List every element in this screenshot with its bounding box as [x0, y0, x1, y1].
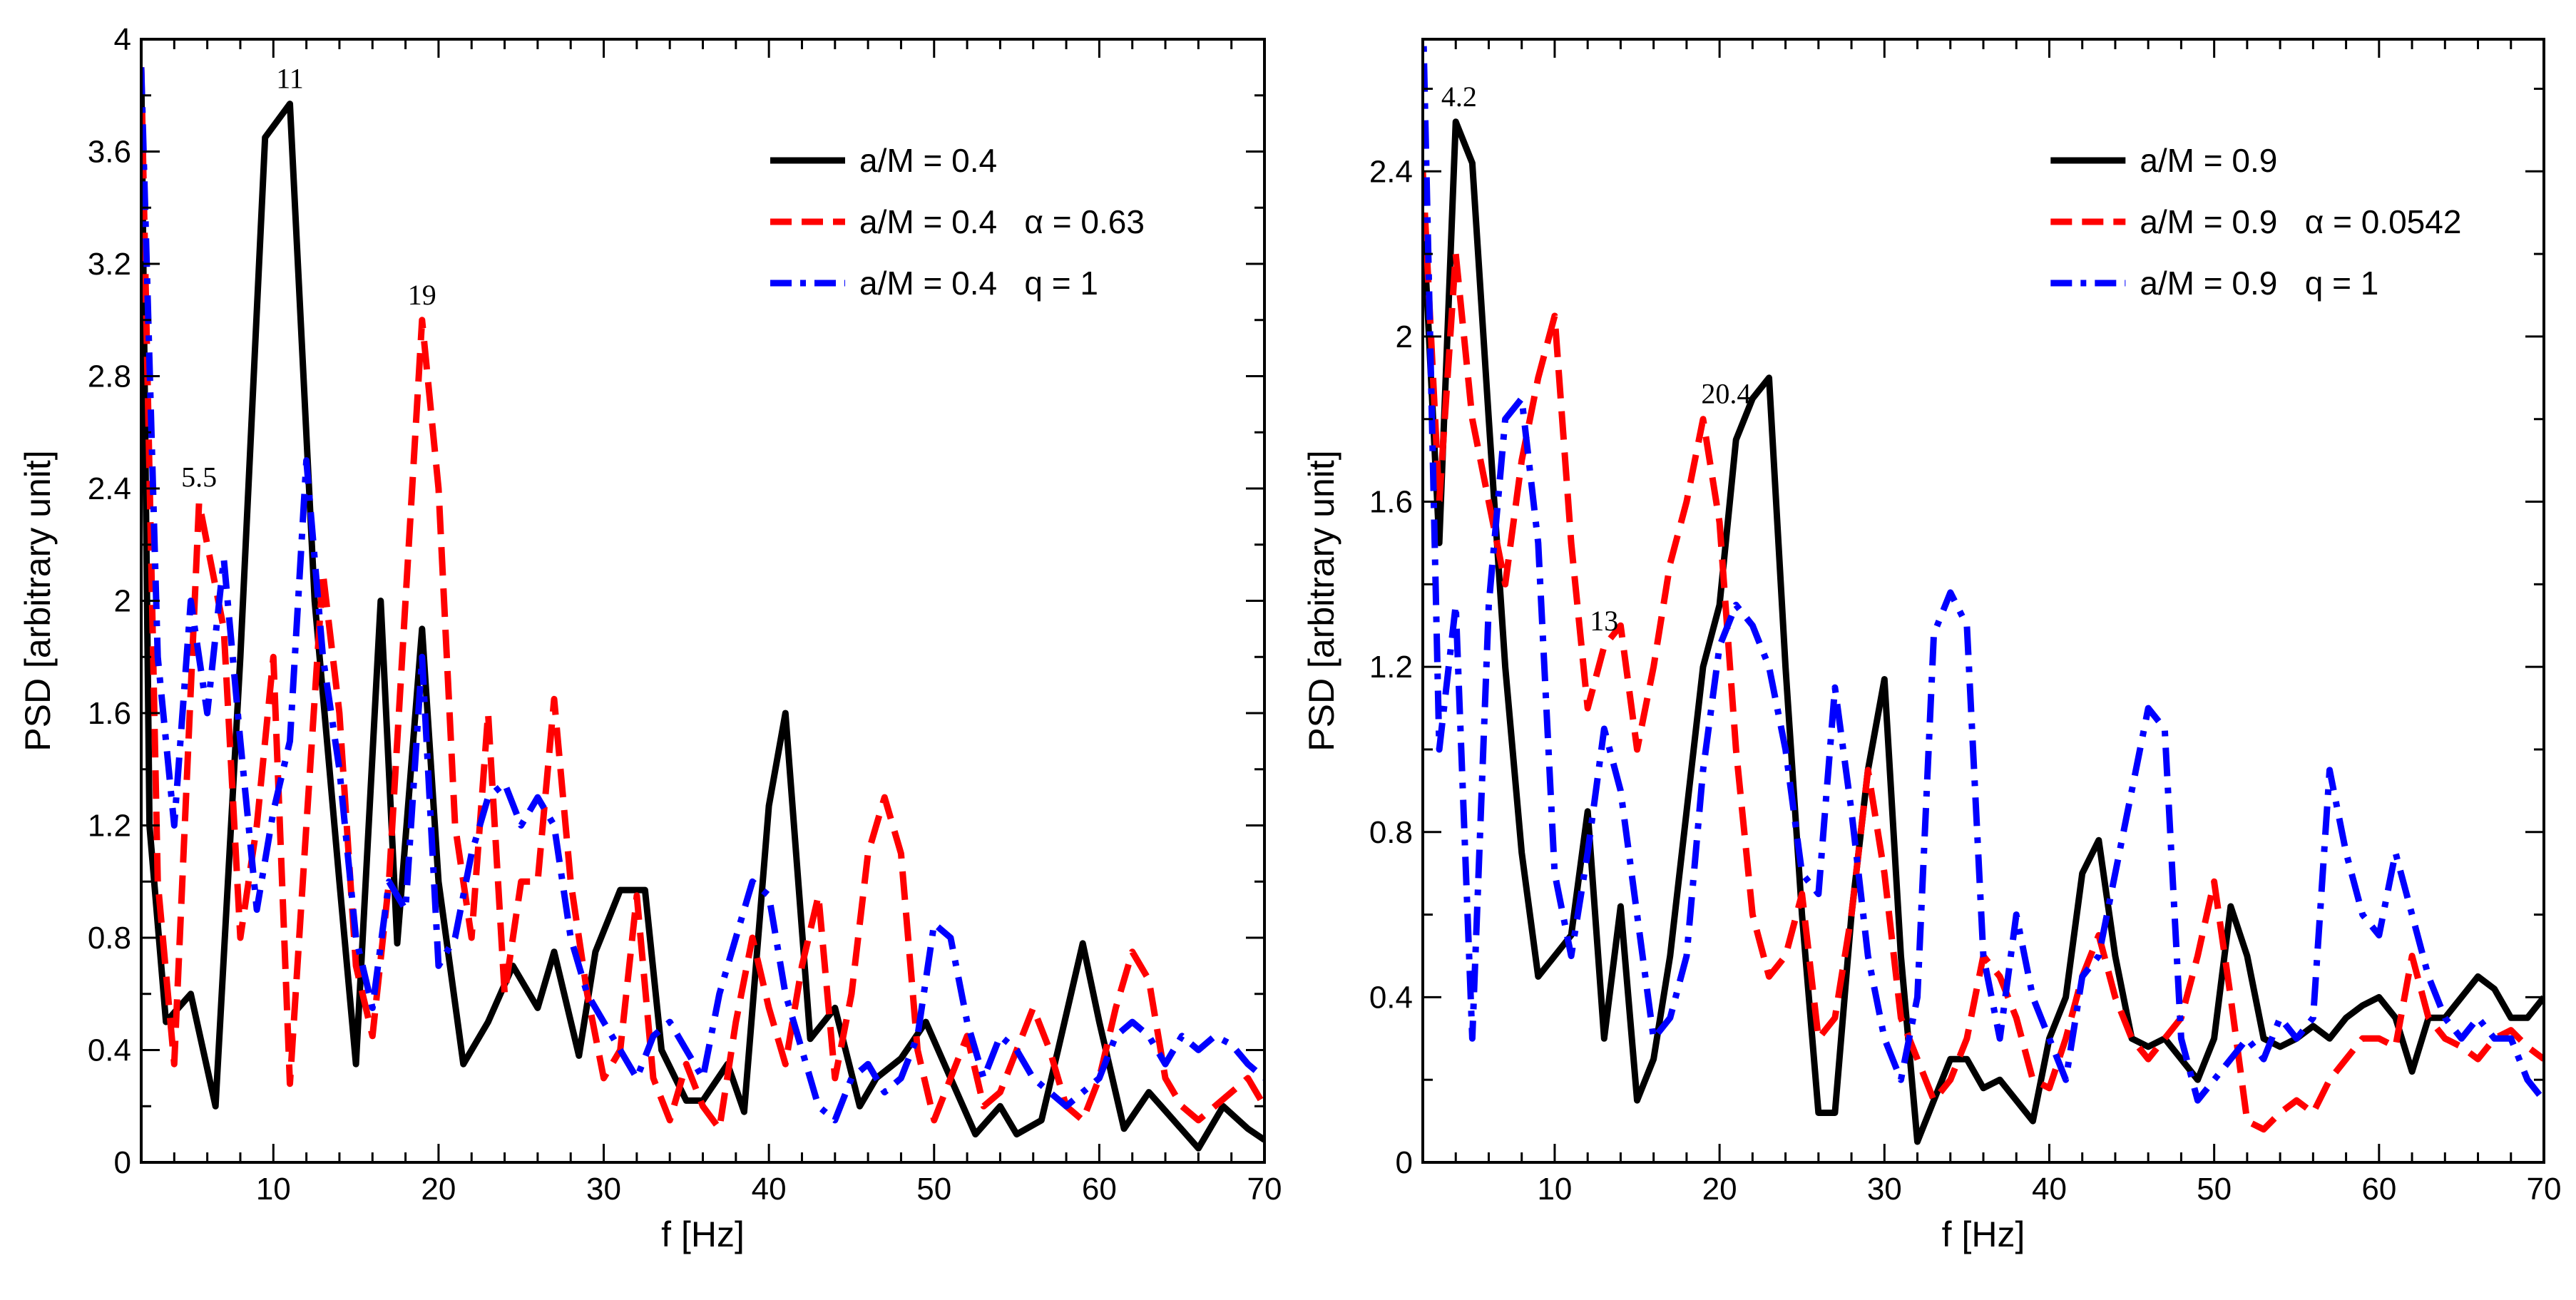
y-tick-label: 2.4: [1369, 154, 1413, 189]
series-line-2: [1423, 171, 2544, 1133]
peak-annotation: 19: [408, 279, 436, 311]
legend: a/M = 0.9 a/M = 0.9 α = 0.0542 a/M = 0.9 q…: [2050, 142, 2461, 302]
y-tick-label: 0.8: [88, 921, 131, 956]
chart-panel-right: 10 20 30 40 50 60 70 0 0.4 0.8 1.2 1.6 2 2.4 f [Hz] PSD…: [1302, 38, 2562, 1254]
x-tick-label: 30: [586, 1172, 621, 1207]
legend: a/M = 0.4 a/M = 0.4 α = 0.63 a/M = 0.4 q =…: [770, 142, 1145, 302]
series-line-1: [141, 67, 1264, 1152]
y-axis-title: PSD [arbitrary unit]: [18, 450, 58, 751]
x-tick-label: 20: [1702, 1172, 1737, 1207]
y-tick-label: 2.8: [88, 359, 131, 394]
legend-label-1: a/M = 0.4: [859, 142, 997, 179]
x-axis-title: f [Hz]: [661, 1214, 745, 1254]
y-tick-label: 0: [1396, 1145, 1413, 1180]
peak-annotation: 13: [1590, 605, 1618, 637]
x-tick-label: 10: [1537, 1172, 1572, 1207]
peak-annotation: 4.2: [1441, 81, 1477, 113]
series-line-1: [1423, 118, 2544, 1145]
y-tick-label: 0: [114, 1145, 131, 1180]
peak-annotation: 11: [276, 63, 304, 95]
x-tick-label: 50: [916, 1172, 951, 1207]
x-tick-label: 60: [1082, 1172, 1117, 1207]
x-tick-label: 60: [2361, 1172, 2396, 1207]
y-axis-title: PSD [arbitrary unit]: [1302, 450, 1341, 751]
y-tick-label: 3.2: [88, 247, 131, 282]
series-line-3: [1423, 39, 2544, 1104]
y-tick-label: 0.4: [88, 1033, 131, 1068]
x-tick-label: 40: [752, 1172, 787, 1207]
y-tick-label: 3.6: [88, 135, 131, 170]
legend-label-1: a/M = 0.9: [2140, 142, 2277, 179]
x-tick-label: 70: [1247, 1172, 1282, 1207]
y-tick-label: 2: [1396, 319, 1413, 354]
x-tick-label: 30: [1867, 1172, 1902, 1207]
y-tick-label: 1.2: [1369, 650, 1413, 685]
x-axis-title: f [Hz]: [1942, 1214, 2025, 1254]
legend-label-2: a/M = 0.9 α = 0.0542: [2140, 203, 2461, 240]
y-tick-label: 1.6: [88, 696, 131, 731]
x-tick-label: 10: [256, 1172, 291, 1207]
y-tick-label: 0.4: [1369, 980, 1413, 1015]
peak-annotation: 5.5: [181, 461, 217, 493]
y-tick-label: 2.4: [88, 471, 131, 506]
y-tick-label: 1.6: [1369, 485, 1413, 520]
x-tick-label: 70: [2527, 1172, 2562, 1207]
series-line-3: [141, 67, 1264, 1124]
chart-panel-left: 10 20 30 40 50 60 70 0 0.4 0.8 1.2 1.6 2 2.4 2.8 3.2 3.6…: [18, 22, 1282, 1254]
series-line-2: [141, 67, 1264, 1132]
x-tick-label: 40: [2032, 1172, 2067, 1207]
y-tick-label: 0.8: [1369, 815, 1413, 850]
y-tick-label: 1.2: [88, 809, 131, 844]
peak-annotation: 20.4: [1701, 378, 1751, 410]
y-tick-label: 4: [114, 22, 131, 57]
legend-label-3: a/M = 0.4 q = 1: [859, 265, 1098, 302]
legend-label-2: a/M = 0.4 α = 0.63: [859, 203, 1145, 240]
x-tick-label: 50: [2197, 1172, 2232, 1207]
y-tick-label: 2: [114, 584, 131, 619]
x-tick-label: 20: [421, 1172, 456, 1207]
legend-label-3: a/M = 0.9 q = 1: [2140, 265, 2378, 302]
